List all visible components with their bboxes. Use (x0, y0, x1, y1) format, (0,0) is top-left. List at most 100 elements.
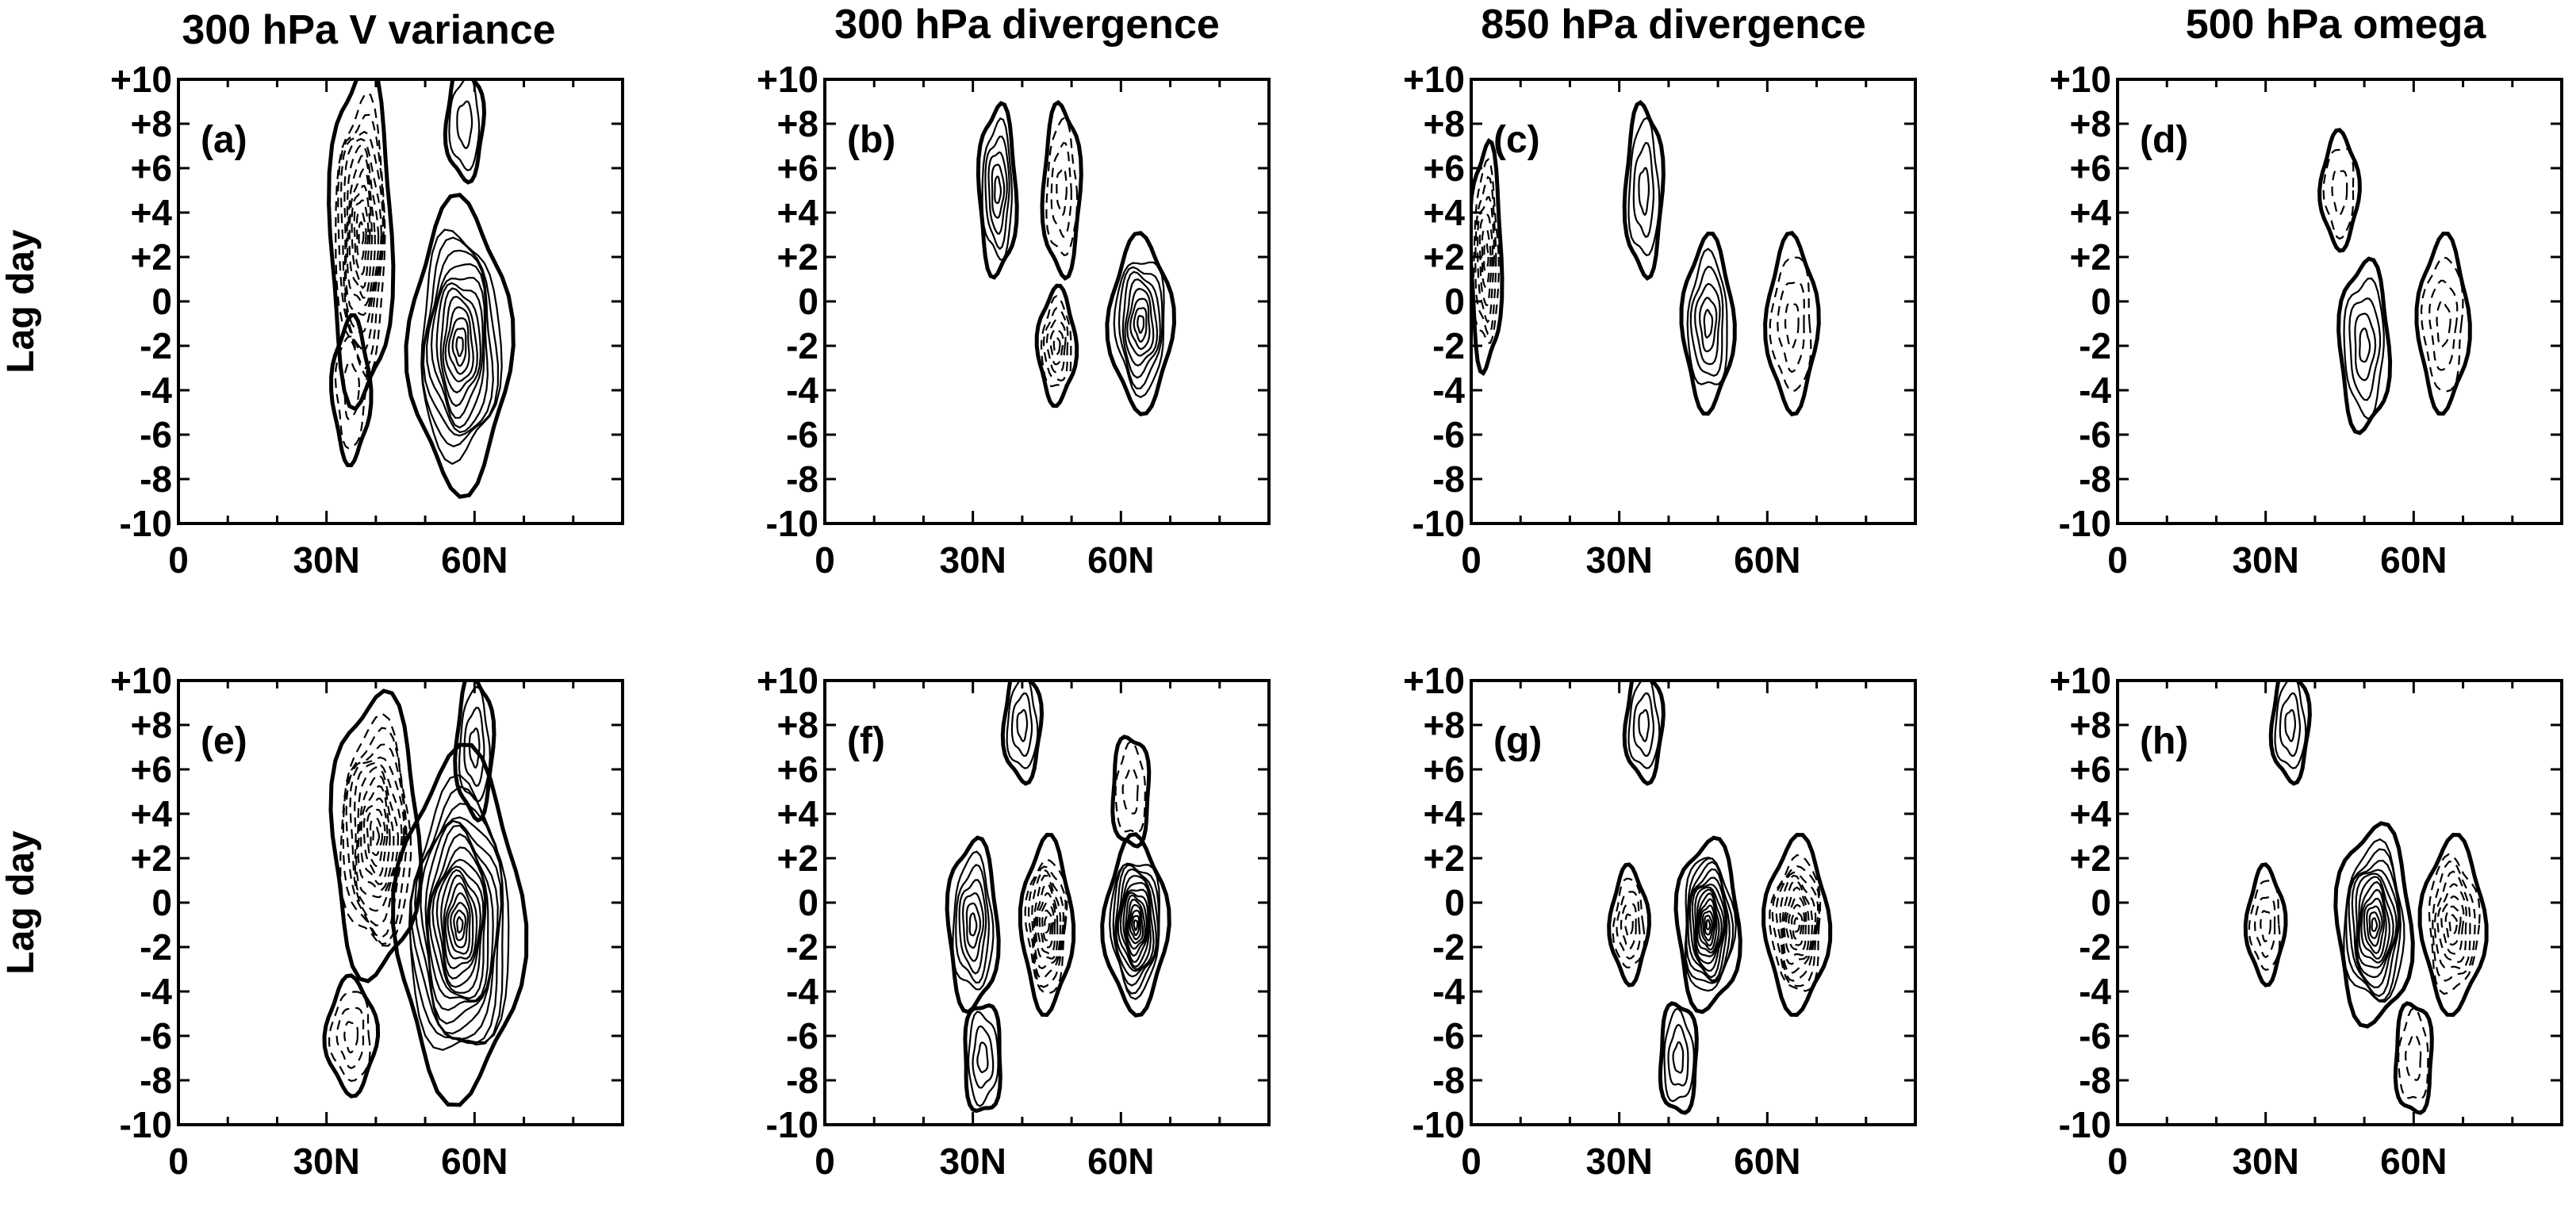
y-tick-label: +6 (777, 749, 818, 790)
contour-line (2428, 853, 2481, 995)
contour-line (1632, 692, 1654, 757)
x-tick-label: 30N (939, 539, 1006, 581)
positive-contour-set (1673, 835, 1742, 1014)
x-tick-label: 30N (1585, 539, 1652, 581)
y-tick-label: +8 (777, 704, 818, 746)
y-tick-label: +4 (777, 793, 819, 834)
panel-a: +10+8+6+4+20-2-4-6-8-100 30N 60N(a)Lag day (0, 59, 624, 581)
contour-line (1686, 247, 1728, 385)
contour-line (1627, 681, 1661, 769)
negative-contour-set (1110, 734, 1152, 849)
panel-f: +10+8+6+4+20-2-4-6-8-100 30N 60N(f) (757, 660, 1271, 1182)
contour-line (1474, 175, 1497, 336)
contour-line (343, 1021, 358, 1054)
zero-contour (2336, 256, 2393, 435)
zero-contour (329, 313, 374, 468)
x-tick-label: 0 (2107, 1141, 2128, 1182)
zero-contour (1622, 100, 1666, 281)
y-tick-label: +8 (2070, 103, 2111, 144)
contour-line (1616, 891, 1641, 960)
contour-line (339, 130, 384, 353)
contour-line (1114, 740, 1147, 834)
contour-line (1122, 892, 1149, 963)
x-tick-label: 60N (2380, 1141, 2447, 1182)
contour-line (1126, 288, 1155, 357)
y-tick-label: -2 (1432, 926, 1465, 968)
contour-line (370, 817, 384, 857)
y-tick-label: +2 (2070, 838, 2111, 879)
contour-line (2397, 1007, 2429, 1100)
y-tick-label: -10 (120, 1104, 172, 1145)
contour-line (1125, 894, 1148, 957)
panel-label: (d) (2140, 119, 2188, 161)
contour-line (1041, 909, 1052, 941)
contour-line (2444, 905, 2462, 946)
contour-line (344, 144, 380, 316)
y-tick-label: +4 (131, 192, 173, 233)
contour-line (358, 221, 365, 247)
contour-field (322, 681, 529, 1107)
panel-b: +10+8+6+4+20-2-4-6-8-100 30N 60N(b) (757, 59, 1271, 581)
y-tick-label: -8 (2079, 1060, 2111, 1101)
contour-line (1703, 309, 1714, 339)
y-tick-label: -4 (2079, 370, 2111, 411)
y-tick-label: +6 (2070, 749, 2111, 790)
y-tick-label: +8 (1424, 704, 1465, 746)
negative-contour-set (2393, 1001, 2434, 1115)
zero-contour (976, 101, 1019, 280)
contour-line (1117, 881, 1152, 971)
contour-line (1109, 862, 1161, 1000)
contour-line (972, 1025, 995, 1089)
contour-line (967, 1011, 999, 1107)
contour-line (2359, 327, 2371, 363)
contour-line (1701, 910, 1715, 941)
contour-line (2348, 297, 2382, 401)
y-tick-label: +8 (777, 103, 818, 144)
contour-line (1612, 877, 1646, 968)
y-tick-label: -6 (140, 1015, 172, 1057)
negative-contour-set (2243, 862, 2288, 987)
y-tick-label: +6 (777, 148, 818, 189)
contour-line (1667, 1023, 1689, 1087)
y-tick-label: +10 (757, 59, 818, 100)
contour-line (450, 902, 470, 949)
contour-line (439, 287, 482, 408)
contour-line (961, 892, 985, 962)
y-tick-label: 0 (151, 882, 172, 923)
contour-line (354, 761, 403, 912)
positive-contour-set (1105, 231, 1177, 416)
zero-contour (1018, 832, 1076, 1018)
contour-line (1784, 895, 1807, 953)
y-tick-label: +4 (2070, 192, 2112, 233)
x-tick-label: 60N (1734, 539, 1800, 581)
contour-line (976, 1041, 989, 1074)
contour-line (1472, 158, 1500, 344)
zero-contour (1471, 138, 1505, 376)
panel-label: (c) (1493, 119, 1540, 161)
x-tick-label: 0 (815, 1141, 835, 1182)
y-tick-label: -8 (786, 458, 818, 500)
zero-contour (1607, 862, 1652, 987)
contour-line (1133, 307, 1148, 343)
contour-line (1624, 913, 1634, 938)
contour-line (455, 336, 464, 358)
y-tick-label: -2 (786, 325, 818, 366)
contour-line (2436, 883, 2467, 964)
contour-line (1704, 915, 1713, 936)
positive-contour-set (453, 681, 496, 823)
negative-contour-set (2417, 832, 2489, 1018)
panel-label: (f) (847, 720, 885, 762)
contour-line (426, 824, 494, 1011)
y-tick-label: +10 (110, 660, 172, 701)
negative-contour-set (329, 313, 374, 468)
contour-field (2243, 681, 2489, 1115)
y-tick-label: +4 (777, 192, 819, 233)
contour-line (1695, 888, 1723, 957)
y-tick-label: +6 (1424, 148, 1465, 189)
contour-line (435, 865, 485, 988)
contour-line (1127, 903, 1144, 945)
contour-line (1672, 1041, 1685, 1074)
y-tick-label: -8 (2079, 458, 2111, 500)
y-tick-label: -6 (2079, 414, 2111, 455)
x-tick-label: 30N (939, 1141, 1006, 1182)
